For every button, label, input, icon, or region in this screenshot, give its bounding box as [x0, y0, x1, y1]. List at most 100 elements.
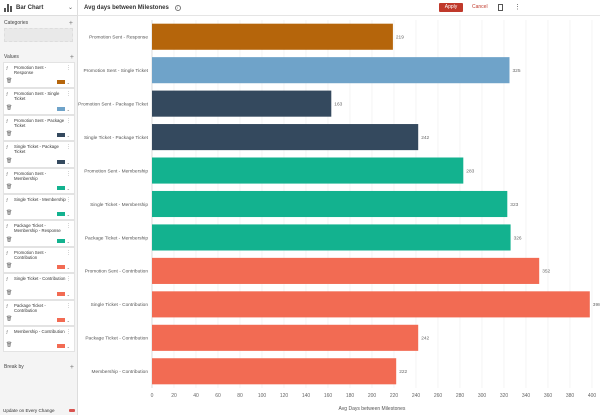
page-title: Avg days between Milestones — [84, 4, 169, 11]
data-label: 163 — [334, 101, 342, 107]
value-card-label: Promotion Sent - Contribution — [14, 249, 47, 260]
trash-icon[interactable]: 🗑 — [6, 78, 13, 85]
data-label: 398 — [593, 302, 600, 308]
chevron-down-icon[interactable]: ⌄ — [66, 291, 70, 297]
value-card[interactable]: ⨍ Single Ticket - Contribution ⋮ 🗑 ⌄ — [3, 273, 75, 300]
value-card[interactable]: ⨍ Package Ticket - Membership - Response ⋮… — [3, 220, 75, 247]
chevron-down-icon[interactable]: ⌄ — [66, 212, 70, 218]
value-card[interactable]: ⨍ Package Ticket - Contribution ⋮ 🗑 ⌄ — [3, 299, 75, 326]
trash-icon[interactable]: 🗑 — [6, 315, 13, 322]
chevron-down-icon[interactable]: ⌄ — [66, 265, 70, 271]
trash-icon[interactable]: 🗑 — [6, 342, 13, 349]
value-card-label: Promotion Sent - Response — [14, 65, 47, 75]
trash-icon[interactable]: 🗑 — [6, 104, 13, 111]
card-menu-icon[interactable]: ⋮ — [66, 249, 71, 256]
measure-icon: ⨍ — [6, 170, 9, 176]
category-label: Single Ticket - Contribution — [91, 302, 149, 308]
update-toggle[interactable] — [69, 409, 75, 412]
measure-icon: ⨍ — [6, 249, 9, 255]
value-card[interactable]: ⨍ Promotion Sent - Contribution ⋮ 🗑 ⌄ — [3, 246, 75, 274]
color-swatch[interactable] — [57, 185, 65, 190]
trash-icon[interactable]: 🗑 — [6, 131, 13, 138]
color-swatch[interactable] — [57, 291, 65, 296]
bar-chart: 0 20 40 60 80 100 120 140 160 180 200 220 240 260 280 3… — [78, 20, 600, 412]
chevron-down-icon[interactable]: ⌄ — [66, 159, 70, 165]
card-menu-icon[interactable]: ⋮ — [66, 144, 71, 151]
value-card[interactable]: ⨍ Promotion Sent - Package Ticket ⋮ 🗑 ⌄ — [3, 114, 75, 142]
value-card[interactable]: ⨍ Promotion Sent - Response ⋮ 🗑 ⌄ — [3, 62, 75, 89]
data-label: 219 — [396, 35, 404, 41]
color-swatch[interactable] — [57, 238, 65, 243]
trash-icon[interactable]: 🗑 — [6, 210, 13, 217]
color-swatch[interactable] — [57, 133, 65, 138]
color-swatch[interactable] — [57, 106, 65, 111]
chevron-down-icon[interactable]: ⌄ — [66, 238, 70, 244]
x-axis-title: Avg Days between Milestones — [339, 406, 406, 412]
x-tick-label: 220 — [390, 393, 399, 399]
add-value-icon[interactable]: + — [69, 53, 74, 61]
measure-icon: ⨍ — [6, 302, 9, 308]
values-list: ⨍ Promotion Sent - Response ⋮ 🗑 ⌄ ⨍ Promotion … — [3, 62, 75, 353]
data-label: 352 — [542, 269, 550, 275]
category-label: Promotion Sent - Response — [89, 35, 148, 41]
x-tick-label: 280 — [456, 393, 465, 399]
value-card-label: Single Ticket - Package Ticket — [14, 144, 59, 155]
card-menu-icon[interactable]: ⋮ — [66, 276, 71, 283]
data-label: 242 — [421, 135, 429, 141]
bar — [152, 224, 511, 251]
chevron-down-icon[interactable]: ⌄ — [66, 106, 70, 112]
info-icon[interactable]: i — [174, 4, 181, 11]
chevron-down-icon[interactable]: ⌄ — [66, 185, 70, 191]
chevron-down-icon[interactable]: ⌄ — [66, 133, 70, 139]
color-swatch[interactable] — [57, 317, 65, 322]
trash-icon[interactable]: 🗑 — [6, 157, 13, 164]
category-label: Promotion Sent - Membership — [84, 168, 148, 174]
card-menu-icon[interactable]: ⋮ — [66, 302, 71, 309]
color-swatch[interactable] — [57, 159, 65, 164]
chevron-down-icon[interactable]: ⌄ — [66, 317, 70, 323]
bar — [152, 157, 464, 184]
trash-icon[interactable]: 🗑 — [6, 263, 13, 270]
color-swatch[interactable] — [57, 80, 65, 85]
add-break-by-icon[interactable]: + — [69, 363, 74, 371]
chevron-down-icon[interactable]: ⌄ — [66, 344, 70, 350]
chart-type-selector[interactable]: Bar Chart ⌄ — [0, 0, 77, 16]
chevron-down-icon[interactable]: ⌄ — [67, 5, 73, 11]
x-tick-label: 160 — [324, 393, 333, 399]
category-label: Single Ticket - Package Ticket — [84, 135, 149, 141]
category-label: Package Ticket - Membership — [85, 235, 149, 241]
value-card[interactable]: ⨍ Promotion Sent - Single Ticket ⋮ 🗑 ⌄ — [3, 88, 75, 115]
card-menu-icon[interactable]: ⋮ — [66, 223, 71, 230]
card-menu-icon[interactable]: ⋮ — [66, 117, 71, 124]
trash-icon[interactable]: 🗑 — [6, 289, 13, 296]
apply-button[interactable]: Apply — [439, 3, 463, 12]
category-label: Membership - Contribution — [91, 369, 148, 375]
category-label: Package Ticket - Contribution — [85, 336, 148, 342]
trash-icon[interactable]: 🗑 — [6, 236, 13, 243]
value-card[interactable]: ⨍ Membership - Contribution ⋮ 🗑 ⌄ — [3, 325, 75, 353]
color-swatch[interactable] — [57, 212, 65, 217]
value-card[interactable]: ⨍ Single Ticket - Membership ⋮ 🗑 ⌄ — [3, 193, 75, 221]
card-menu-icon[interactable]: ⋮ — [66, 196, 71, 203]
break-by-label: Break by — [4, 364, 24, 370]
value-card[interactable]: ⨍ Promotion Sent - Membership ⋮ 🗑 ⌄ — [3, 167, 75, 194]
categories-drop-zone[interactable] — [4, 28, 73, 42]
bar — [152, 124, 419, 151]
category-label: Single Ticket - Membership — [90, 202, 148, 208]
value-card[interactable]: ⨍ Single Ticket - Package Ticket ⋮ 🗑 ⌄ — [3, 141, 75, 168]
bar — [152, 358, 397, 385]
card-menu-icon[interactable]: ⋮ — [66, 170, 71, 177]
cancel-button[interactable]: Cancel — [472, 4, 488, 10]
export-document-icon[interactable] — [498, 4, 503, 11]
color-swatch[interactable] — [57, 265, 65, 270]
color-swatch[interactable] — [57, 344, 65, 349]
card-menu-icon[interactable]: ⋮ — [66, 65, 71, 71]
card-menu-icon[interactable]: ⋮ — [66, 91, 71, 98]
x-tick-label: 80 — [237, 393, 243, 399]
chevron-down-icon[interactable]: ⌄ — [66, 80, 70, 86]
trash-icon[interactable]: 🗑 — [6, 183, 13, 190]
more-options-icon[interactable]: ⋮ — [514, 4, 521, 11]
data-label: 222 — [399, 369, 407, 375]
add-category-icon[interactable]: + — [68, 19, 73, 27]
card-menu-icon[interactable]: ⋮ — [66, 328, 71, 335]
